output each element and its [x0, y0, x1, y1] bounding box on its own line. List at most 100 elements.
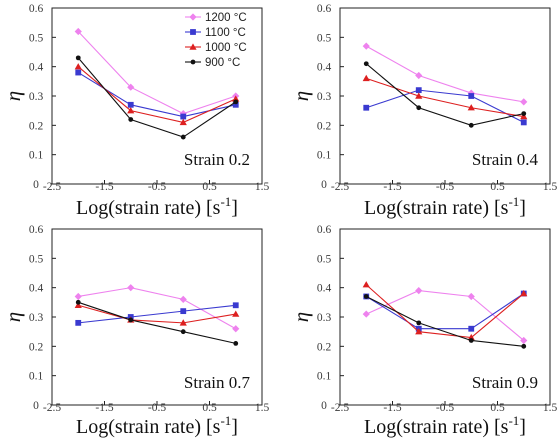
- x-tick-label: -2.5: [43, 402, 61, 414]
- data-point-1200c: [127, 284, 135, 292]
- chart-panel-3: 0 0.1 0.2 0.3 0.4 0.5 0.6 -2.5 -1.5 -0.5 0.5 1.5 Log…: [1, 224, 269, 438]
- y-axis-label: η: [1, 91, 25, 101]
- x-tick-label: 0.5: [202, 402, 217, 414]
- chart-panel-4: 0 0.1 0.2 0.3 0.4 0.5 0.6 -2.5 -1.5 -0.5 0.5 1.5 Log…: [289, 224, 557, 438]
- data-point-900c: [416, 320, 422, 326]
- series-line-900c: [77, 57, 237, 138]
- data-point-1100c: [75, 69, 82, 76]
- legend-label: 1100 °C: [205, 27, 246, 39]
- x-axis-label: Log(strain rate) [s-1]: [76, 413, 238, 438]
- data-point-900c: [468, 122, 474, 128]
- data-point-1000c: [179, 319, 187, 326]
- x-tick-label: -1.5: [383, 402, 401, 414]
- data-point-1200c: [179, 295, 187, 303]
- y-tick-label: 0.6: [29, 3, 44, 15]
- y-tick-label: 0.5: [317, 253, 332, 265]
- data-point-1200c: [74, 27, 82, 36]
- y-tick-label: 0: [33, 400, 39, 412]
- data-point-1200c: [362, 42, 370, 50]
- y-tick-label: 0.5: [29, 253, 44, 265]
- legend-label: 1000 °C: [205, 42, 247, 54]
- data-point-1200c: [415, 71, 423, 80]
- data-point-1000c: [74, 301, 82, 308]
- y-tick-label: 0.4: [29, 283, 44, 295]
- data-point-1000c: [127, 107, 135, 114]
- legend-label: 900 °C: [205, 57, 240, 69]
- data-point-1100c: [180, 308, 187, 315]
- y-tick-label: 0.2: [317, 120, 332, 132]
- series-line-900c: [365, 63, 524, 126]
- x-tick-label: 0.5: [490, 402, 505, 414]
- x-tick-label: 1.5: [255, 181, 270, 193]
- data-point-900c: [233, 341, 239, 346]
- data-point-1000c: [179, 118, 187, 126]
- data-point-1100c: [468, 93, 475, 99]
- chart-panel-2: 0 0.1 0.2 0.3 0.4 0.5 0.6 -2.5 -1.5 -0.5 0.5 1.5 Log…: [289, 3, 557, 219]
- data-point-900c: [128, 317, 134, 323]
- y-tick-label: 0: [321, 179, 327, 191]
- y-tick-label: 0.2: [317, 341, 332, 353]
- y-tick-label: 0.6: [29, 224, 44, 236]
- data-point-1000c: [520, 112, 528, 120]
- strain-annotation: Strain 0.7: [184, 373, 251, 392]
- data-point-1000c: [415, 328, 423, 335]
- y-tick-label: 0.4: [29, 62, 44, 74]
- x-tick-label: 0.5: [490, 181, 505, 193]
- x-tick-label: -2.5: [43, 181, 61, 193]
- x-tick-label: 1.5: [543, 181, 558, 193]
- y-axis-label: η: [289, 91, 313, 101]
- legend-marker: [190, 29, 196, 35]
- data-point-1100c: [520, 119, 527, 126]
- y-tick-label: 0.2: [29, 120, 44, 132]
- strain-annotation: Strain 0.9: [472, 373, 538, 392]
- legend-marker: [190, 59, 196, 65]
- y-tick-label: 0.3: [317, 312, 332, 324]
- y-tick-label: 0.6: [317, 3, 332, 15]
- legend-marker: [189, 43, 197, 50]
- data-point-1100c: [415, 87, 422, 94]
- y-tick-label: 0.1: [29, 371, 44, 383]
- data-point-1200c: [232, 325, 240, 333]
- x-tick-label: 1.5: [543, 402, 558, 414]
- series-line-1200c: [365, 45, 524, 103]
- data-point-900c: [521, 111, 527, 116]
- series-line-1200c: [77, 31, 236, 115]
- data-point-1000c: [467, 333, 475, 341]
- x-tick-label: -2.5: [331, 181, 349, 193]
- x-tick-label: -0.5: [148, 402, 166, 414]
- series-line-900c: [78, 301, 236, 344]
- y-tick-label: 0.3: [29, 91, 44, 103]
- data-point-900c: [363, 61, 369, 67]
- data-point-900c: [75, 55, 81, 61]
- series-line-1100c: [78, 304, 236, 324]
- data-point-900c: [416, 105, 422, 111]
- series-line-1100c: [365, 293, 525, 330]
- data-point-1000c: [520, 289, 528, 297]
- series-line-1200c: [366, 290, 525, 341]
- data-point-900c: [363, 294, 369, 299]
- series-line-1000c: [366, 77, 524, 118]
- x-axis-label: Log(strain rate) [s-1]: [76, 194, 238, 219]
- y-tick-label: 0.5: [29, 32, 44, 44]
- x-axis-label: Log(strain rate) [s-1]: [364, 194, 526, 219]
- strain-annotation: Strain 0.2: [184, 150, 250, 169]
- y-axis-label: η: [1, 312, 25, 322]
- data-point-900c: [128, 117, 134, 122]
- data-point-1200c: [127, 83, 135, 91]
- data-point-1000c: [74, 63, 82, 70]
- series-line-1000c: [77, 66, 236, 123]
- y-tick-label: 0.3: [317, 91, 332, 103]
- data-point-1000c: [232, 95, 240, 102]
- y-tick-label: 0.1: [317, 150, 332, 162]
- legend-label: 1200 °C: [205, 12, 247, 24]
- data-point-1100c: [75, 319, 82, 326]
- series-line-1000c: [365, 284, 525, 339]
- x-tick-label: -1.5: [95, 402, 113, 414]
- data-point-1000c: [467, 104, 475, 111]
- y-tick-label: 0.6: [317, 224, 332, 236]
- data-point-1100c: [363, 104, 370, 111]
- y-tick-label: 0.3: [29, 312, 44, 324]
- data-point-1200c: [520, 336, 528, 345]
- data-point-1200c: [362, 310, 370, 318]
